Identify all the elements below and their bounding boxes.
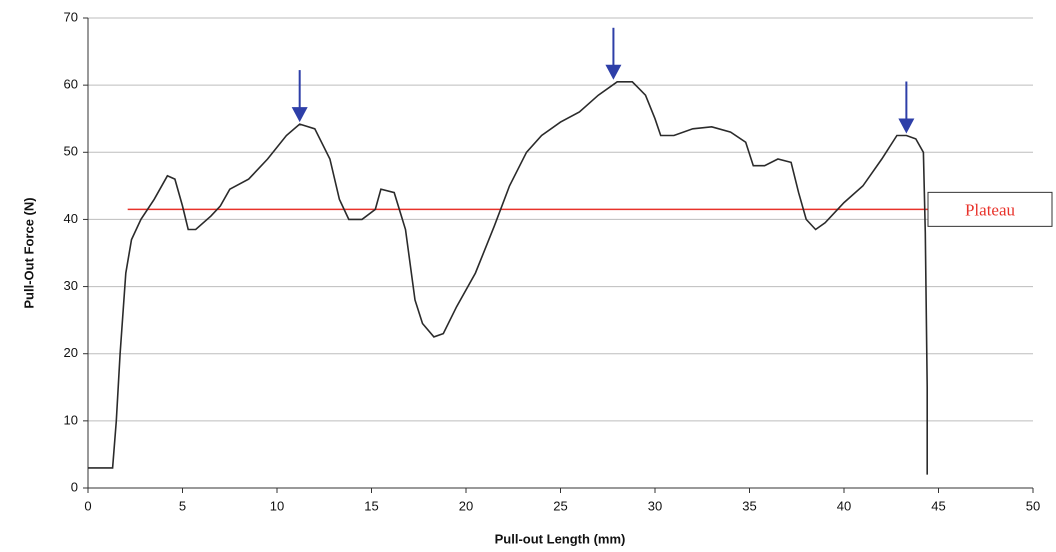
x-tick-label: 0 [84, 498, 91, 513]
y-axis-label: Pull-Out Force (N) [21, 197, 36, 308]
x-tick-label: 10 [270, 498, 284, 513]
x-tick-label: 50 [1026, 498, 1040, 513]
x-tick-label: 35 [742, 498, 756, 513]
y-tick-label: 0 [71, 479, 78, 494]
x-tick-label: 15 [364, 498, 378, 513]
y-tick-label: 40 [64, 211, 78, 226]
y-tick-label: 20 [64, 345, 78, 360]
x-tick-label: 5 [179, 498, 186, 513]
y-tick-label: 60 [64, 77, 78, 92]
x-tick-label: 20 [459, 498, 473, 513]
peak-arrow [291, 70, 308, 123]
peak-arrow-part [898, 118, 915, 134]
plateau-label: Plateau [965, 200, 1016, 219]
x-tick-label: 40 [837, 498, 851, 513]
x-axis-label: Pull-out Length (mm) [495, 531, 626, 546]
data-line [88, 81, 928, 475]
y-tick-label: 10 [64, 412, 78, 427]
peak-arrow [605, 27, 622, 80]
plateau-box [927, 191, 1053, 227]
x-tick-label: 30 [648, 498, 662, 513]
y-tick-label: 30 [64, 278, 78, 293]
peak-arrow-part [291, 107, 308, 123]
x-tick-label: 25 [553, 498, 567, 513]
y-tick-label: 70 [64, 9, 78, 24]
x-tick-label: 45 [931, 498, 945, 513]
peak-arrow-part [605, 64, 622, 80]
peak-arrow [898, 81, 915, 134]
y-tick-label: 50 [64, 144, 78, 159]
